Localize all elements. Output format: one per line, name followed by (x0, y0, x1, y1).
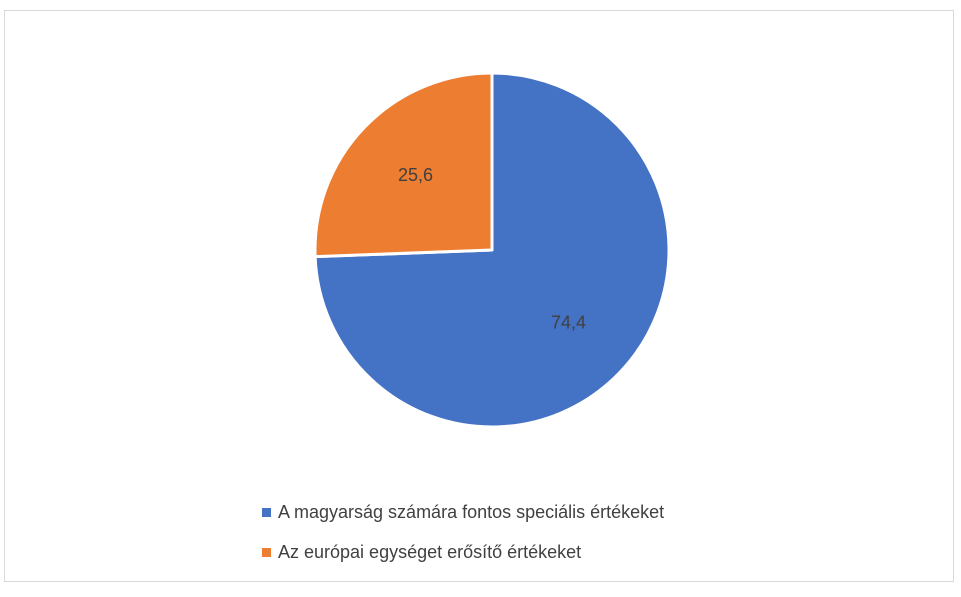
legend-item-1: Az európai egységet erősítő értékeket (262, 541, 664, 563)
pie-chart: 74,4 25,6 (313, 71, 671, 429)
legend-label-1: Az európai egységet erősítő értékeket (278, 541, 582, 562)
legend-label-0: A magyarság számára fontos speciális ért… (278, 501, 665, 522)
legend-swatch-1 (262, 547, 271, 557)
legend: A magyarság számára fontos speciális ért… (262, 501, 664, 581)
data-label-0: 74,4 (551, 312, 586, 332)
legend-swatch-0 (262, 507, 271, 517)
chart-area: 74,4 25,6 A magyarság számára fontos spec… (4, 10, 954, 582)
data-label-1: 25,6 (398, 165, 433, 185)
pie-slice-1 (313, 71, 494, 259)
legend-item-0: A magyarság számára fontos speciális ért… (262, 501, 664, 523)
